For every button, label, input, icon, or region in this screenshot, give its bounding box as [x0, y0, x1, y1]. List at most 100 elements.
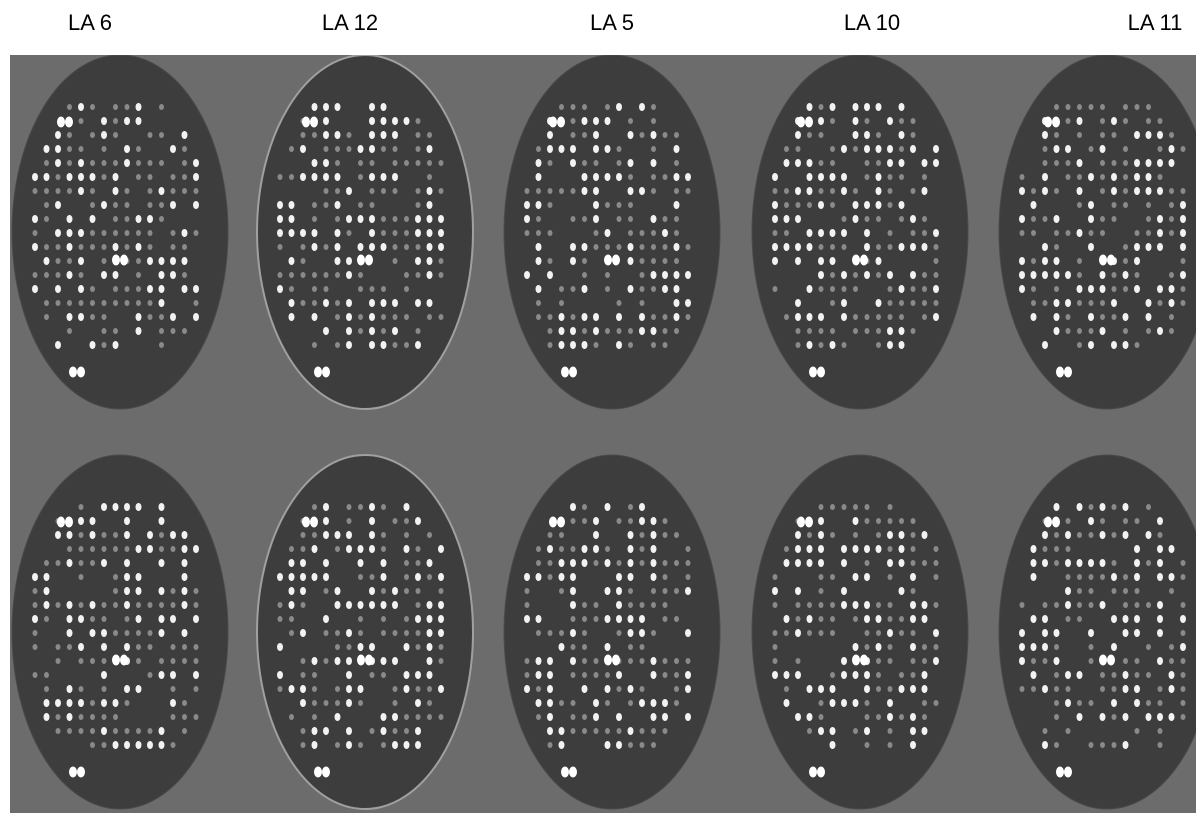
- spot: [922, 644, 927, 650]
- spot: [888, 174, 893, 180]
- spot: [182, 629, 188, 637]
- spot: [148, 244, 153, 250]
- spot: [865, 174, 870, 180]
- spot: [536, 560, 541, 566]
- spot: [818, 517, 824, 525]
- spot: [182, 131, 188, 139]
- spot: [171, 644, 176, 650]
- spot: [182, 700, 187, 706]
- spot: [312, 313, 318, 321]
- spot: [90, 215, 96, 223]
- spot: [44, 272, 49, 278]
- spot: [159, 615, 165, 623]
- spot: [784, 314, 789, 320]
- spot: [312, 686, 317, 692]
- spot: [911, 328, 916, 334]
- spot: [369, 517, 375, 525]
- spot: [1123, 574, 1128, 580]
- spot: [773, 602, 778, 608]
- spot: [102, 258, 107, 264]
- spot: [1100, 713, 1106, 721]
- spot: [33, 602, 38, 608]
- spot: [1054, 257, 1060, 265]
- spot: [887, 271, 893, 279]
- spot: [934, 546, 939, 552]
- spot: [772, 215, 778, 223]
- spot: [616, 173, 622, 181]
- spot: [124, 573, 130, 581]
- spot: [381, 713, 387, 721]
- spot: [663, 216, 668, 222]
- spot: [78, 643, 84, 651]
- spot: [841, 271, 847, 279]
- spot: [651, 230, 656, 236]
- spot: [301, 728, 306, 734]
- spot: [90, 173, 96, 181]
- spot: [370, 574, 375, 580]
- spot: [67, 313, 73, 321]
- spot: [911, 672, 916, 678]
- spot: [416, 560, 421, 566]
- reference-spot: [302, 117, 310, 128]
- spot: [1054, 644, 1059, 650]
- spot: [1123, 244, 1128, 250]
- spot: [78, 103, 84, 111]
- spot: [876, 257, 882, 265]
- spot: [182, 658, 187, 664]
- spot: [899, 587, 905, 595]
- spot: [101, 671, 107, 679]
- spot: [864, 145, 870, 153]
- spot: [1088, 201, 1094, 209]
- spot: [922, 531, 928, 539]
- spot: [628, 615, 634, 623]
- spot: [113, 300, 118, 306]
- spot: [101, 559, 107, 567]
- spot: [335, 531, 341, 539]
- spot: [548, 742, 553, 748]
- spot: [102, 174, 107, 180]
- spot: [392, 657, 398, 665]
- spot: [1042, 131, 1048, 139]
- spot: [674, 700, 679, 706]
- spot: [277, 215, 283, 223]
- spot: [44, 145, 50, 153]
- spot: [876, 314, 881, 320]
- spot: [1134, 685, 1140, 693]
- spot: [159, 517, 165, 525]
- spot: [289, 616, 294, 622]
- spot: [324, 286, 329, 292]
- spot: [807, 559, 813, 567]
- spot: [888, 504, 893, 510]
- spot: [685, 629, 691, 637]
- spot: [795, 187, 801, 195]
- spot: [159, 342, 164, 348]
- spot: [1157, 559, 1163, 567]
- spot: [301, 244, 306, 250]
- spot: [1123, 503, 1129, 511]
- spot: [416, 546, 421, 552]
- spot: [415, 517, 421, 525]
- spot: [1066, 728, 1071, 734]
- spot: [1054, 160, 1059, 166]
- reference-spot: [569, 767, 577, 778]
- spot: [90, 601, 96, 609]
- spot: [548, 532, 553, 538]
- spot: [570, 257, 576, 265]
- spot: [674, 173, 680, 181]
- spot: [819, 630, 824, 636]
- spot: [876, 545, 882, 553]
- spot: [1100, 601, 1106, 609]
- reference-spot: [65, 517, 73, 528]
- spot: [1054, 313, 1060, 321]
- spot: [182, 285, 188, 293]
- spot: [392, 117, 398, 125]
- spot: [33, 188, 38, 194]
- spot: [113, 532, 118, 538]
- spot: [1112, 202, 1117, 208]
- spot: [381, 504, 386, 510]
- spot: [358, 160, 363, 166]
- spot: [381, 243, 387, 251]
- spot: [1146, 602, 1151, 608]
- spot: [1020, 174, 1025, 180]
- spot: [159, 160, 164, 166]
